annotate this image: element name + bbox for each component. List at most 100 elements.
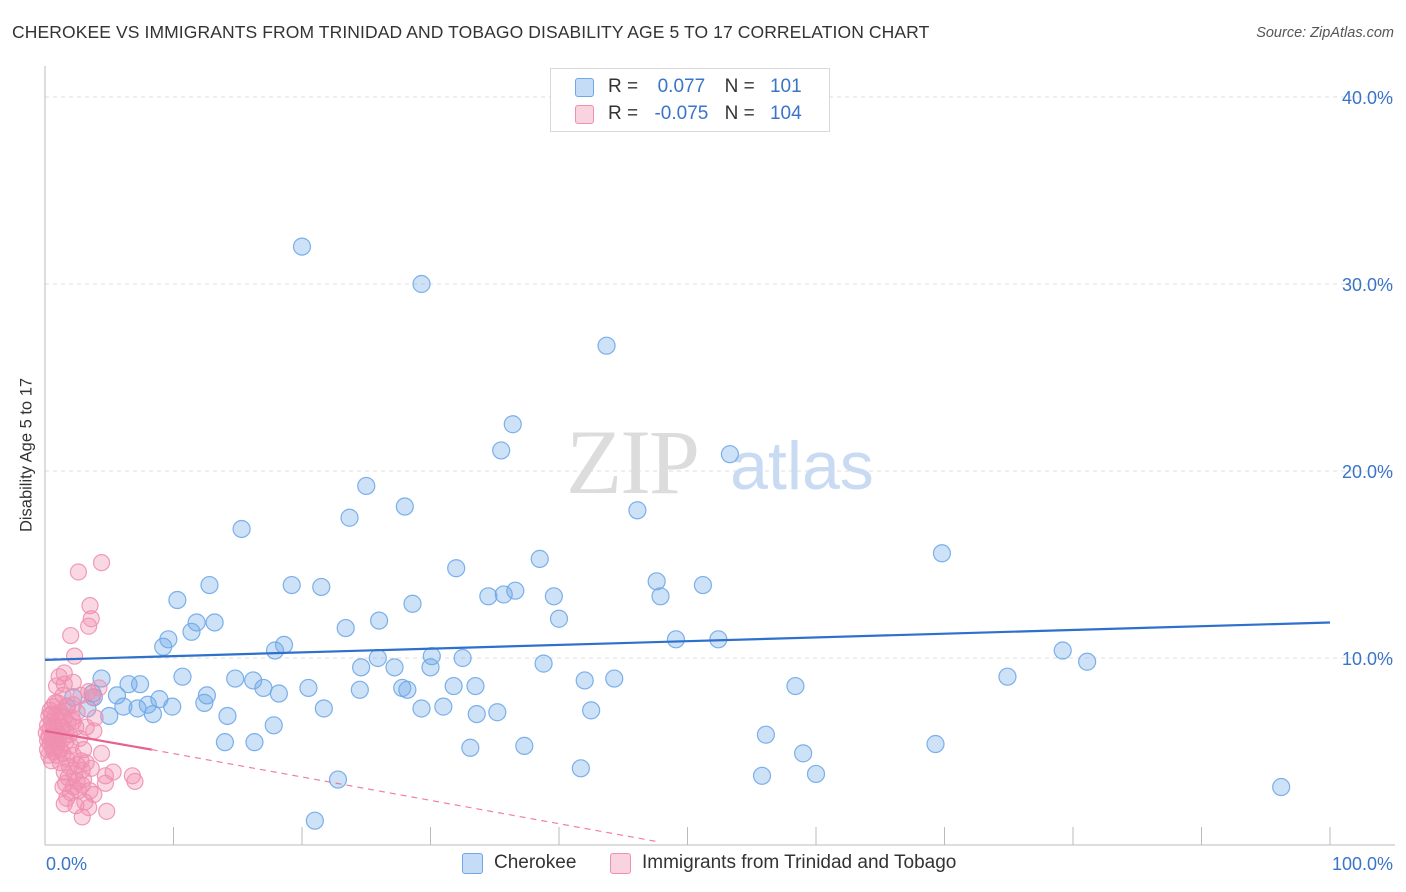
data-point <box>168 590 187 610</box>
legend-n-value: 104 <box>769 103 802 124</box>
data-point <box>756 725 775 744</box>
legend-swatch-cherokee <box>575 78 594 97</box>
data-point <box>265 641 285 660</box>
data-point <box>336 618 355 638</box>
data-point <box>100 706 119 726</box>
data-point <box>69 563 88 581</box>
data-point <box>434 697 453 716</box>
legend-n-label: N = <box>724 76 755 97</box>
data-point <box>534 654 553 673</box>
watermark-zip: ZIP <box>566 411 698 513</box>
data-point <box>51 754 70 772</box>
data-points <box>37 237 1291 830</box>
data-point <box>232 519 251 539</box>
data-point <box>74 741 93 759</box>
data-point <box>92 554 111 572</box>
data-point <box>107 686 127 705</box>
data-point <box>62 626 80 645</box>
data-point <box>794 744 813 763</box>
watermark: ZIP atlas <box>566 411 874 513</box>
data-point <box>96 774 114 792</box>
data-point <box>479 587 498 606</box>
data-point <box>305 811 324 830</box>
data-point <box>81 597 99 615</box>
data-point <box>693 575 713 595</box>
series-trinidad <box>37 554 144 826</box>
x-tick-label: 100.0% <box>1332 854 1393 874</box>
data-point <box>154 637 173 656</box>
data-point <box>549 609 569 628</box>
y-tick-label: 30.0% <box>1342 275 1393 295</box>
data-point <box>444 676 463 696</box>
data-point <box>352 658 371 677</box>
data-point <box>126 772 144 791</box>
data-point <box>453 648 472 668</box>
data-point <box>173 667 192 686</box>
source-label: Source: ZipAtlas.com <box>1256 25 1394 41</box>
legend-r-value: 0.077 <box>657 76 706 97</box>
y-tick-label: 10.0% <box>1342 649 1393 669</box>
data-point <box>628 501 647 520</box>
data-point <box>312 577 331 597</box>
data-point <box>80 617 98 635</box>
data-point <box>340 508 359 527</box>
data-point <box>544 587 563 606</box>
bottom-legend-swatch-trinidad <box>610 853 631 874</box>
data-point <box>597 336 616 355</box>
data-point <box>647 572 666 591</box>
data-point <box>269 684 288 703</box>
data-point <box>83 688 102 706</box>
series-cherokee <box>57 237 1291 830</box>
data-point <box>403 594 422 613</box>
bottom-legend-label: Immigrants from Trinidad and Tobago <box>642 852 957 873</box>
legend-r-value: -0.075 <box>654 103 709 124</box>
data-point <box>195 693 214 712</box>
legend-swatch-trinidad <box>575 105 594 124</box>
data-point <box>786 676 805 696</box>
data-point <box>143 704 163 724</box>
data-point <box>218 706 237 726</box>
data-point <box>182 622 201 641</box>
data-point <box>226 669 245 688</box>
legend-r-label: R = <box>608 103 639 124</box>
data-point <box>998 667 1017 686</box>
data-point <box>128 699 147 718</box>
data-point <box>488 703 507 722</box>
data-point <box>64 712 82 731</box>
data-point <box>244 671 263 690</box>
trend-lines <box>44 621 1331 842</box>
data-point <box>1272 777 1291 797</box>
data-point <box>926 734 945 754</box>
data-point <box>245 733 264 752</box>
data-point <box>350 680 369 699</box>
data-point <box>515 736 534 755</box>
data-point <box>530 549 549 568</box>
data-point <box>86 709 104 727</box>
data-point <box>666 630 686 649</box>
x-tick-label: 0.0% <box>46 854 87 874</box>
data-point <box>492 441 511 460</box>
data-point <box>1053 641 1072 660</box>
data-point <box>119 675 138 694</box>
data-point <box>421 658 440 677</box>
data-point <box>466 676 485 696</box>
data-point <box>461 738 480 757</box>
data-point <box>412 699 431 718</box>
trend-line-extension <box>151 749 656 842</box>
data-point <box>90 679 108 697</box>
y-tick-label: 40.0% <box>1342 88 1393 108</box>
data-point <box>651 587 670 606</box>
data-point <box>506 581 525 600</box>
data-point <box>752 766 772 785</box>
legend-n-value: 101 <box>769 76 802 97</box>
data-point <box>328 770 348 789</box>
data-point <box>138 695 157 714</box>
data-point <box>299 678 318 698</box>
data-point <box>395 497 414 516</box>
data-point <box>200 575 219 595</box>
grid-lines <box>45 96 1395 659</box>
data-point <box>605 669 624 688</box>
data-point <box>720 445 740 464</box>
trend-line <box>44 621 1331 661</box>
